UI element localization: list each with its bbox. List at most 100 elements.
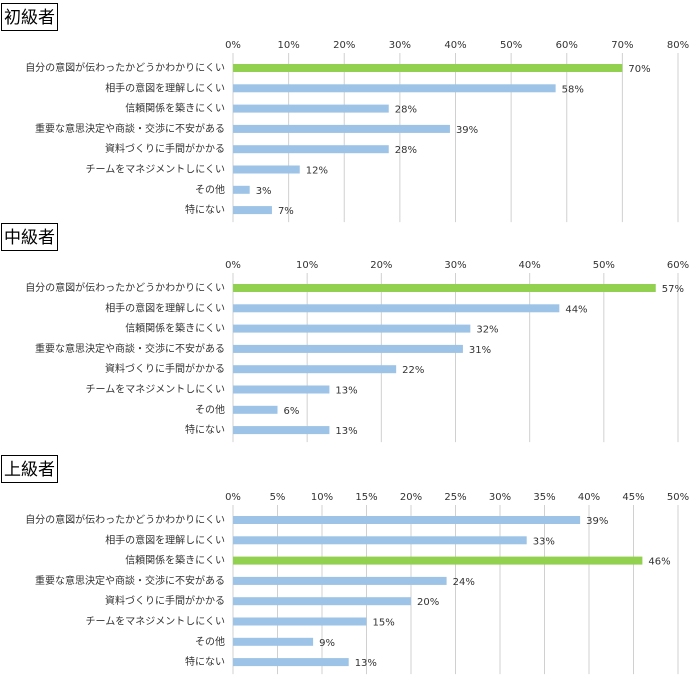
x-tick-label: 0%: [225, 492, 241, 503]
x-tick-label: 10%: [296, 260, 318, 271]
chart-title: 中級者: [4, 228, 55, 248]
x-tick-label: 50%: [500, 40, 522, 51]
value-label: 7%: [278, 206, 294, 217]
category-label: 重要な意思決定や商談・交渉に不安がある: [35, 342, 225, 355]
category-label: その他: [195, 183, 225, 196]
bar: [233, 536, 527, 545]
title-box: [1, 3, 58, 31]
bar: [233, 84, 556, 93]
bar: [233, 344, 463, 353]
value-label: 32%: [476, 325, 498, 336]
category-label: その他: [195, 403, 225, 416]
category-label: 自分の意図が伝わったかどうかわかりにくい: [25, 61, 225, 74]
value-label: 39%: [456, 125, 478, 136]
x-tick-label: 30%: [489, 492, 511, 503]
value-label: 15%: [373, 618, 395, 629]
bar: [233, 597, 411, 606]
x-tick-label: 50%: [667, 492, 689, 503]
category-label: 資料づくりに手間がかかる: [105, 142, 225, 155]
x-tick-label: 20%: [400, 492, 422, 503]
bar: [233, 104, 389, 113]
x-tick-label: 80%: [667, 40, 689, 51]
x-tick-label: 40%: [444, 40, 466, 51]
x-tick-label: 35%: [533, 492, 555, 503]
value-label: 28%: [395, 145, 417, 156]
value-label: 13%: [355, 658, 377, 669]
value-label: 12%: [306, 166, 328, 177]
bar: [233, 185, 250, 194]
category-label: 相手の意図を理解しにくい: [105, 81, 225, 94]
category-label: 重要な意思決定や商談・交渉に不安がある: [35, 122, 225, 135]
category-label: 特にない: [185, 656, 225, 668]
value-label: 39%: [586, 516, 608, 527]
category-label: 相手の意図を理解しにくい: [105, 533, 225, 546]
value-label: 3%: [256, 186, 272, 197]
value-label: 20%: [417, 597, 439, 608]
category-label: 相手の意図を理解しにくい: [105, 301, 225, 314]
category-label: その他: [195, 635, 225, 648]
value-label: 44%: [565, 304, 587, 315]
x-tick-label: 45%: [622, 492, 644, 503]
value-label: 46%: [648, 557, 670, 568]
bar: [233, 124, 450, 133]
bar: [233, 658, 349, 667]
value-label: 13%: [335, 386, 357, 397]
bar: [233, 64, 623, 72]
x-tick-label: 25%: [444, 492, 466, 503]
bar: [233, 165, 300, 174]
x-tick-label: 20%: [370, 260, 392, 271]
category-label: 信頼関係を築きにくい: [125, 102, 225, 115]
category-label: 特にない: [185, 424, 225, 436]
category-label: 信頼関係を築きにくい: [125, 554, 225, 567]
value-label: 28%: [395, 105, 417, 116]
x-tick-label: 30%: [444, 260, 466, 271]
bar: [233, 405, 278, 414]
category-label: 資料づくりに手間がかかる: [105, 362, 225, 375]
value-label: 13%: [335, 426, 357, 437]
x-tick-label: 0%: [225, 40, 241, 51]
value-label: 22%: [402, 365, 424, 376]
category-label: 資料づくりに手間がかかる: [105, 594, 225, 607]
bar: [233, 576, 447, 585]
bar: [233, 556, 643, 565]
bar: [233, 324, 471, 333]
bar: [233, 284, 656, 292]
value-label: 57%: [662, 284, 684, 295]
value-label: 70%: [628, 64, 650, 75]
bar: [233, 617, 367, 626]
category-label: 重要な意思決定や商談・交渉に不安がある: [35, 574, 225, 587]
category-label: 自分の意図が伝わったかどうかわかりにくい: [25, 281, 225, 294]
value-label: 9%: [319, 638, 335, 649]
bar: [233, 145, 389, 154]
bar: [233, 385, 330, 394]
x-tick-label: 30%: [389, 40, 411, 51]
x-tick-label: 70%: [611, 40, 633, 51]
x-tick-label: 10%: [311, 492, 333, 503]
x-tick-label: 20%: [333, 40, 355, 51]
title-box: [1, 223, 58, 251]
bar: [233, 304, 560, 313]
bar: [233, 365, 397, 374]
category-label: チームをマネジメントしにくい: [86, 164, 226, 176]
bar: [233, 206, 272, 215]
category-label: 特にない: [185, 204, 225, 216]
x-tick-label: 50%: [593, 260, 615, 271]
x-tick-label: 60%: [667, 260, 689, 271]
title-box: [1, 455, 58, 483]
x-tick-label: 5%: [270, 492, 286, 503]
bar: [233, 516, 581, 524]
value-label: 31%: [469, 345, 491, 356]
category-label: チームをマネジメントしにくい: [86, 616, 226, 628]
value-label: 33%: [533, 536, 555, 547]
category-label: チームをマネジメントしにくい: [86, 384, 226, 396]
value-label: 58%: [562, 84, 584, 95]
x-tick-label: 40%: [519, 260, 541, 271]
category-label: 信頼関係を築きにくい: [125, 322, 225, 335]
chart-title: 上級者: [4, 460, 55, 480]
value-label: 6%: [284, 406, 300, 417]
x-tick-label: 40%: [578, 492, 600, 503]
bar: [233, 637, 314, 646]
category-label: 自分の意図が伝わったかどうかわかりにくい: [25, 513, 225, 526]
x-tick-label: 15%: [355, 492, 377, 503]
